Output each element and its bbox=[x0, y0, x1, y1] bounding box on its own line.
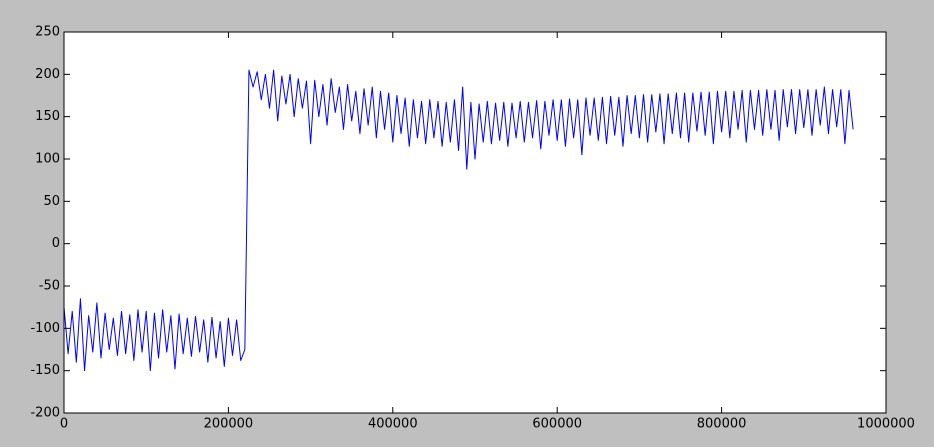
y-tick-label: -100 bbox=[30, 321, 60, 336]
y-tick-label: -200 bbox=[30, 406, 60, 421]
y-tick-label: 0 bbox=[52, 236, 60, 251]
y-tick-label: 200 bbox=[35, 67, 60, 82]
x-tick-label: 400000 bbox=[368, 417, 418, 432]
y-tick-label: 250 bbox=[35, 25, 60, 40]
x-tick-label: 1000000 bbox=[857, 417, 915, 432]
x-tick-label: 800000 bbox=[697, 417, 747, 432]
y-tick-label: 50 bbox=[43, 194, 60, 209]
plot-frame bbox=[63, 31, 887, 414]
x-tick-label: 600000 bbox=[532, 417, 582, 432]
y-tick-label: 150 bbox=[35, 109, 60, 124]
x-tick-label: 0 bbox=[60, 417, 68, 432]
y-tick-label: -50 bbox=[39, 279, 60, 294]
y-tick-label: 100 bbox=[35, 152, 60, 167]
data-line bbox=[63, 69, 854, 372]
y-tick-label: -150 bbox=[30, 363, 60, 378]
x-tick-label: 200000 bbox=[204, 417, 254, 432]
plot-area bbox=[64, 32, 886, 413]
